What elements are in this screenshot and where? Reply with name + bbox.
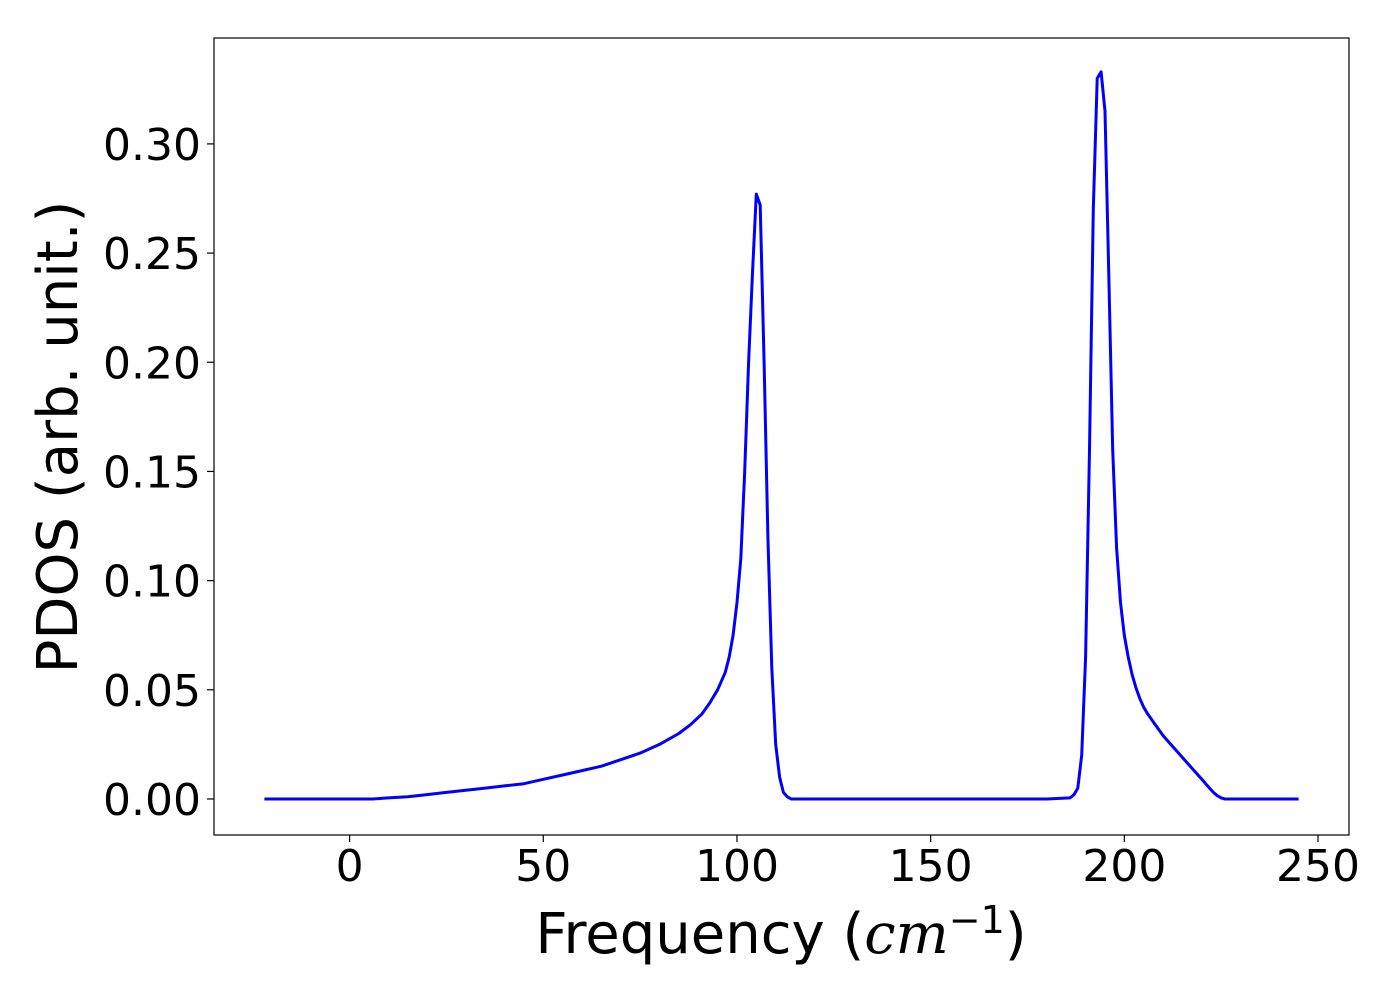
y-tick-label: 0.05 bbox=[103, 666, 201, 717]
y-axis-label: PDOS (arb. unit.) bbox=[26, 201, 91, 674]
y-tick-label: 0.20 bbox=[103, 338, 201, 389]
y-tick-label: 0.15 bbox=[103, 447, 201, 498]
series-layer bbox=[264, 70, 1299, 801]
x-tick-label: 0 bbox=[336, 841, 364, 892]
x-tick-label: 250 bbox=[1276, 841, 1360, 892]
x-tick-label: 200 bbox=[1082, 841, 1166, 892]
x-axis-label: Frequency (cm−1) bbox=[535, 898, 1026, 967]
y-tick-label: 0.25 bbox=[103, 229, 201, 280]
x-axis: 0 50 100 150 200 250 bbox=[336, 835, 1360, 892]
plot-area bbox=[213, 37, 1350, 836]
y-tick-label: 0.10 bbox=[103, 557, 201, 608]
x-tick-label: 50 bbox=[515, 841, 571, 892]
x-tick-label: 100 bbox=[695, 841, 779, 892]
pdos-series-line bbox=[264, 70, 1299, 801]
x-axis-label-unit: cm bbox=[864, 902, 948, 967]
y-axis: 0.00 0.05 0.10 0.15 0.20 0.25 0.30 bbox=[103, 120, 214, 826]
x-tick-label: 150 bbox=[889, 841, 973, 892]
x-axis-label-exponent: −1 bbox=[949, 898, 1005, 942]
x-axis-label-suffix: ) bbox=[1005, 902, 1027, 967]
x-axis-label-prefix: Frequency ( bbox=[535, 902, 864, 967]
y-tick-label: 0.00 bbox=[103, 775, 201, 826]
y-tick-label: 0.30 bbox=[103, 120, 201, 171]
